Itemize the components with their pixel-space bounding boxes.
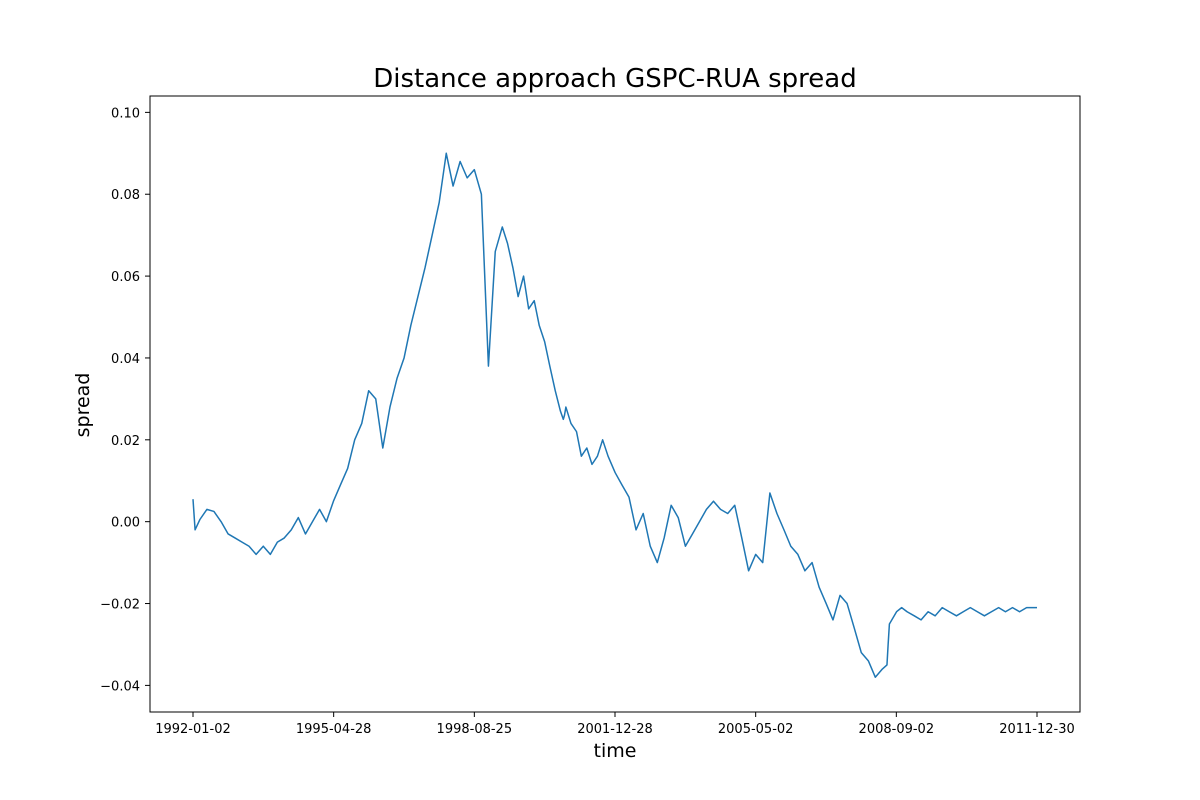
x-tick-label: 1992-01-02 bbox=[155, 722, 231, 737]
x-tick-label: 2005-05-02 bbox=[718, 722, 794, 737]
y-tick-label: 0.04 bbox=[111, 352, 140, 367]
y-axis-ticks: −0.04 −0.02 0.00 0.02 0.04 0.06 0.08 0.10 bbox=[100, 106, 150, 694]
x-tick-label: 2011-12-30 bbox=[999, 722, 1075, 737]
y-tick-label: 0.10 bbox=[111, 106, 140, 121]
spread-series-line bbox=[192, 152, 1037, 678]
x-tick-label: 2008-09-02 bbox=[859, 722, 935, 737]
y-axis-label: spread bbox=[72, 373, 94, 438]
chart-title: Distance approach GSPC-RUA spread bbox=[373, 64, 857, 94]
y-tick-label: −0.02 bbox=[100, 598, 140, 613]
y-tick-label: −0.04 bbox=[100, 679, 140, 694]
x-tick-label: 1995-04-28 bbox=[296, 722, 372, 737]
y-tick-label: 0.08 bbox=[111, 188, 140, 203]
y-tick-label: 0.02 bbox=[111, 434, 140, 449]
x-axis-label: time bbox=[594, 740, 637, 762]
x-tick-label: 1998-08-25 bbox=[437, 722, 513, 737]
x-axis-ticks: 1992-01-02 1995-04-28 1998-08-25 2001-12-28… bbox=[155, 712, 1075, 737]
plot-frame bbox=[149, 95, 1081, 713]
x-tick-label: 2001-12-28 bbox=[577, 722, 653, 737]
y-tick-label: 0.00 bbox=[111, 516, 140, 531]
y-tick-label: 0.06 bbox=[111, 270, 140, 285]
